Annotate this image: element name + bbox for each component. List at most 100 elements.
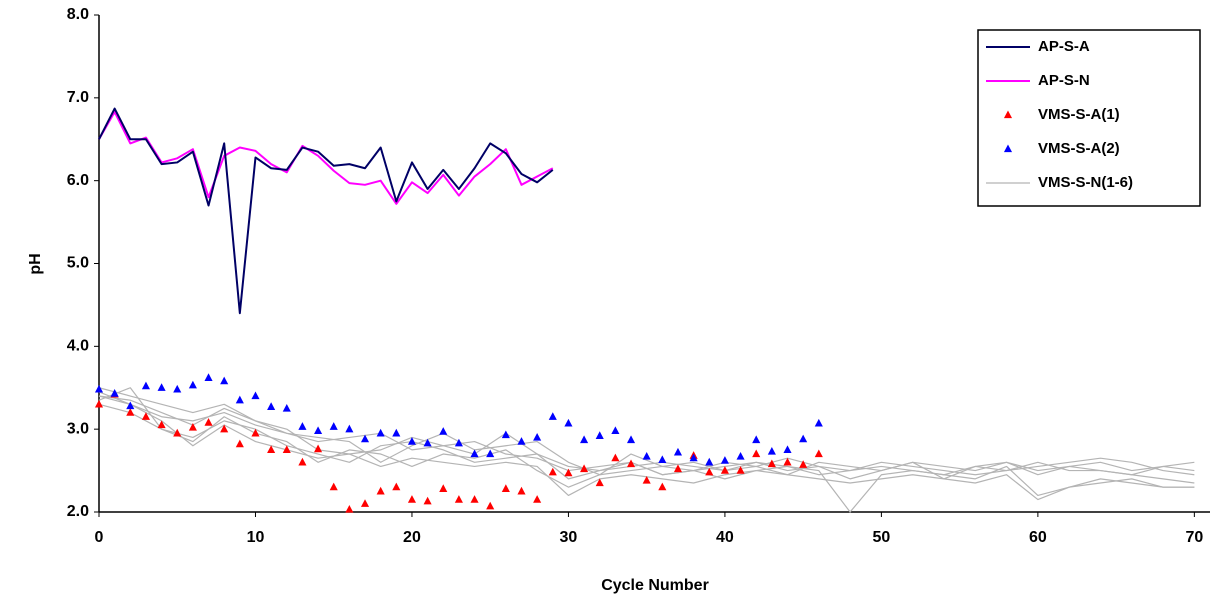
data-marker: [580, 464, 589, 473]
data-marker: [767, 459, 776, 468]
data-marker: [595, 431, 604, 439]
y-tick-label: 6.0: [67, 172, 89, 189]
data-marker: [611, 453, 620, 462]
data-marker: [345, 505, 354, 513]
data-marker: [501, 430, 510, 439]
series-line: [98, 403, 1195, 488]
data-marker: [454, 438, 463, 447]
legend: AP-S-A AP-S-N VMS-S-A(1) VMS-S-A(2) VMS-S-N(…: [977, 29, 1201, 207]
data-marker: [752, 435, 761, 444]
data-marker: [376, 428, 385, 437]
data-marker: [470, 449, 479, 458]
data-marker: [814, 449, 823, 458]
data-marker: [658, 455, 667, 463]
data-marker: [314, 444, 323, 453]
data-marker: [267, 402, 276, 410]
data-marker: [486, 501, 495, 510]
x-tick-label: 50: [872, 529, 890, 546]
data-marker: [220, 424, 229, 433]
data-marker: [673, 464, 683, 473]
data-marker: [407, 495, 417, 503]
data-marker: [423, 496, 432, 505]
data-marker: [157, 383, 166, 391]
data-marker: [580, 435, 589, 444]
data-marker: [705, 467, 714, 476]
data-marker: [141, 412, 150, 420]
data-marker: [783, 445, 792, 454]
legend-label: VMS-S-A(2): [1038, 140, 1120, 157]
data-marker: [642, 452, 651, 460]
series-line: [98, 107, 554, 315]
series-line: [98, 395, 1195, 501]
data-marker: [235, 395, 244, 404]
x-tick-label: 70: [1185, 529, 1203, 546]
y-tick-label: 3.0: [67, 420, 89, 437]
data-marker: [360, 499, 370, 507]
data-marker: [799, 460, 808, 468]
data-marker: [407, 437, 417, 445]
data-marker: [126, 401, 135, 410]
data-marker: [188, 423, 197, 431]
series-line: [98, 387, 1195, 480]
x-axis-title: Cycle Number: [601, 577, 709, 594]
data-marker: [767, 447, 776, 455]
data-marker: [548, 412, 557, 420]
data-marker: [626, 459, 636, 468]
data-marker: [329, 422, 338, 430]
data-marker: [470, 495, 479, 503]
data-marker: [454, 495, 463, 503]
data-marker: [267, 445, 276, 454]
legend-swatch: [1003, 144, 1013, 153]
data-marker: [220, 376, 229, 385]
data-marker: [736, 466, 745, 474]
series-line: [98, 391, 1195, 476]
data-marker: [799, 434, 808, 443]
data-marker: [376, 486, 385, 495]
x-tick-label: 60: [1029, 529, 1047, 546]
data-marker: [533, 495, 542, 503]
data-marker: [235, 439, 244, 448]
data-marker: [126, 408, 135, 416]
x-tick-label: 10: [247, 529, 265, 546]
legend-label: AP-S-N: [1038, 72, 1090, 89]
x-tick-label: 30: [560, 529, 578, 546]
data-marker: [157, 420, 166, 429]
series-line: [98, 110, 554, 205]
data-marker: [501, 484, 510, 492]
y-tick-label: 5.0: [67, 255, 89, 272]
y-tick-label: 2.0: [67, 503, 89, 520]
data-marker: [345, 424, 354, 433]
legend-label: AP-S-A: [1038, 38, 1090, 55]
legend-swatch: [1003, 110, 1013, 119]
data-marker: [298, 457, 307, 466]
y-tick-label: 8.0: [67, 6, 89, 23]
data-marker: [533, 432, 542, 441]
data-marker: [595, 478, 604, 487]
data-marker: [173, 428, 182, 437]
series-line: [98, 387, 1195, 480]
x-tick-label: 0: [95, 529, 104, 546]
data-marker: [626, 435, 636, 444]
data-marker: [517, 437, 526, 445]
legend-label: VMS-S-N(1-6): [1038, 174, 1133, 191]
data-marker: [314, 426, 323, 434]
data-marker: [564, 418, 573, 427]
data-marker: [204, 418, 213, 426]
data-marker: [673, 447, 683, 456]
data-marker: [548, 467, 557, 476]
legend-label: VMS-S-A(1): [1038, 106, 1120, 123]
data-marker: [251, 428, 260, 437]
data-marker: [720, 466, 729, 474]
y-axis-title: pH: [27, 253, 44, 274]
data-marker: [642, 476, 651, 484]
data-marker: [329, 482, 338, 491]
data-marker: [439, 484, 448, 492]
data-marker: [392, 482, 401, 491]
x-tick-label: 20: [403, 529, 421, 546]
data-marker: [611, 426, 620, 434]
data-marker: [439, 427, 448, 435]
data-marker: [814, 418, 823, 427]
data-marker: [689, 453, 698, 462]
y-tick-label: 4.0: [67, 338, 89, 355]
